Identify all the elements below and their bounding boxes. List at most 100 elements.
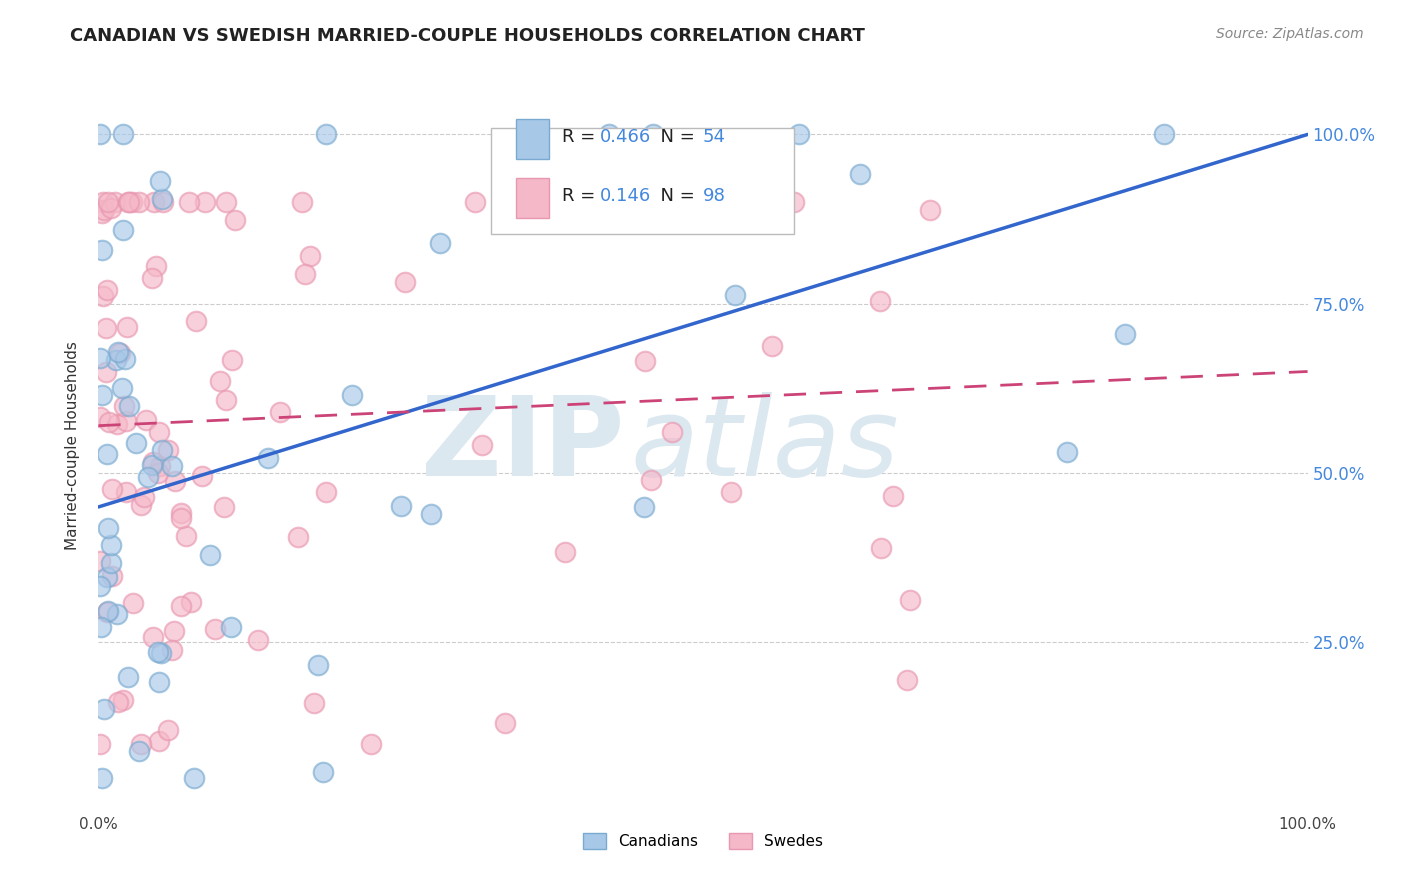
Point	[96, 447, 118, 461]
Point	[111, 222, 134, 236]
Point	[170, 506, 193, 520]
Point	[152, 195, 174, 210]
Point	[108, 346, 131, 360]
Point	[93, 702, 115, 716]
Point	[918, 202, 941, 217]
Point	[136, 470, 159, 484]
Point	[471, 438, 494, 452]
Point	[506, 195, 529, 210]
Point	[146, 466, 169, 480]
Point	[149, 459, 172, 474]
Text: Source: ZipAtlas.com: Source: ZipAtlas.com	[1216, 27, 1364, 41]
Point	[145, 260, 167, 274]
Point	[91, 388, 114, 402]
Point	[107, 344, 129, 359]
Point	[97, 416, 120, 430]
Point	[256, 450, 278, 465]
Point	[464, 195, 486, 210]
Point	[105, 417, 128, 431]
Point	[143, 195, 166, 210]
Point	[89, 410, 111, 425]
Point	[394, 275, 416, 289]
Y-axis label: Married-couple Households: Married-couple Households	[65, 342, 80, 550]
Text: R =: R =	[561, 186, 600, 205]
Point	[111, 381, 134, 395]
Point	[709, 207, 731, 221]
Point	[896, 673, 918, 687]
Point	[1114, 327, 1136, 342]
Point	[156, 723, 179, 737]
Point	[142, 630, 165, 644]
Point	[640, 473, 662, 487]
Point	[89, 579, 111, 593]
Point	[112, 128, 135, 142]
Text: R =: R =	[561, 128, 600, 146]
Point	[142, 454, 165, 468]
Point	[554, 545, 576, 559]
Point	[100, 556, 122, 570]
Point	[170, 511, 193, 525]
Point	[180, 595, 202, 609]
Point	[128, 195, 150, 210]
Point	[165, 474, 187, 488]
Point	[89, 554, 111, 568]
Point	[91, 243, 114, 257]
Point	[96, 283, 118, 297]
Point	[93, 202, 115, 217]
Point	[360, 737, 382, 751]
Point	[198, 548, 221, 562]
Point	[89, 351, 111, 366]
Point	[90, 620, 112, 634]
Point	[118, 195, 141, 210]
Point	[163, 624, 186, 639]
Text: 98: 98	[703, 186, 725, 205]
Point	[661, 425, 683, 440]
Point	[209, 375, 232, 389]
Point	[121, 195, 143, 210]
Point	[215, 195, 238, 210]
Point	[107, 695, 129, 709]
Text: CANADIAN VS SWEDISH MARRIED-COUPLE HOUSEHOLDS CORRELATION CHART: CANADIAN VS SWEDISH MARRIED-COUPLE HOUSE…	[70, 27, 865, 45]
FancyBboxPatch shape	[516, 119, 550, 160]
Point	[150, 192, 173, 206]
Point	[315, 128, 337, 142]
Point	[179, 195, 201, 210]
Point	[100, 538, 122, 552]
Point	[129, 737, 152, 751]
Point	[96, 605, 118, 619]
Text: N =: N =	[648, 128, 700, 146]
Point	[761, 338, 783, 352]
Point	[141, 270, 163, 285]
Point	[212, 500, 235, 515]
Point	[194, 195, 217, 210]
Point	[419, 507, 441, 521]
Point	[641, 128, 664, 142]
Point	[112, 399, 135, 413]
Point	[160, 643, 183, 657]
Point	[148, 425, 170, 439]
Point	[89, 128, 111, 142]
Point	[148, 734, 170, 748]
Text: atlas: atlas	[630, 392, 898, 500]
Point	[112, 692, 135, 706]
Point	[1153, 128, 1175, 142]
Point	[94, 320, 117, 334]
Point	[115, 414, 138, 428]
Point	[184, 314, 207, 328]
Point	[720, 485, 742, 500]
Point	[101, 482, 124, 496]
Point	[115, 485, 138, 500]
Point	[294, 267, 316, 281]
Point	[429, 236, 451, 251]
Point	[128, 744, 150, 758]
Point	[89, 737, 111, 751]
Point	[148, 645, 170, 659]
Point	[96, 570, 118, 584]
Point	[149, 646, 172, 660]
Point	[118, 399, 141, 413]
Point	[506, 195, 529, 210]
Point	[160, 458, 183, 473]
Point	[97, 195, 120, 210]
Point	[96, 603, 118, 617]
Point	[1056, 445, 1078, 459]
